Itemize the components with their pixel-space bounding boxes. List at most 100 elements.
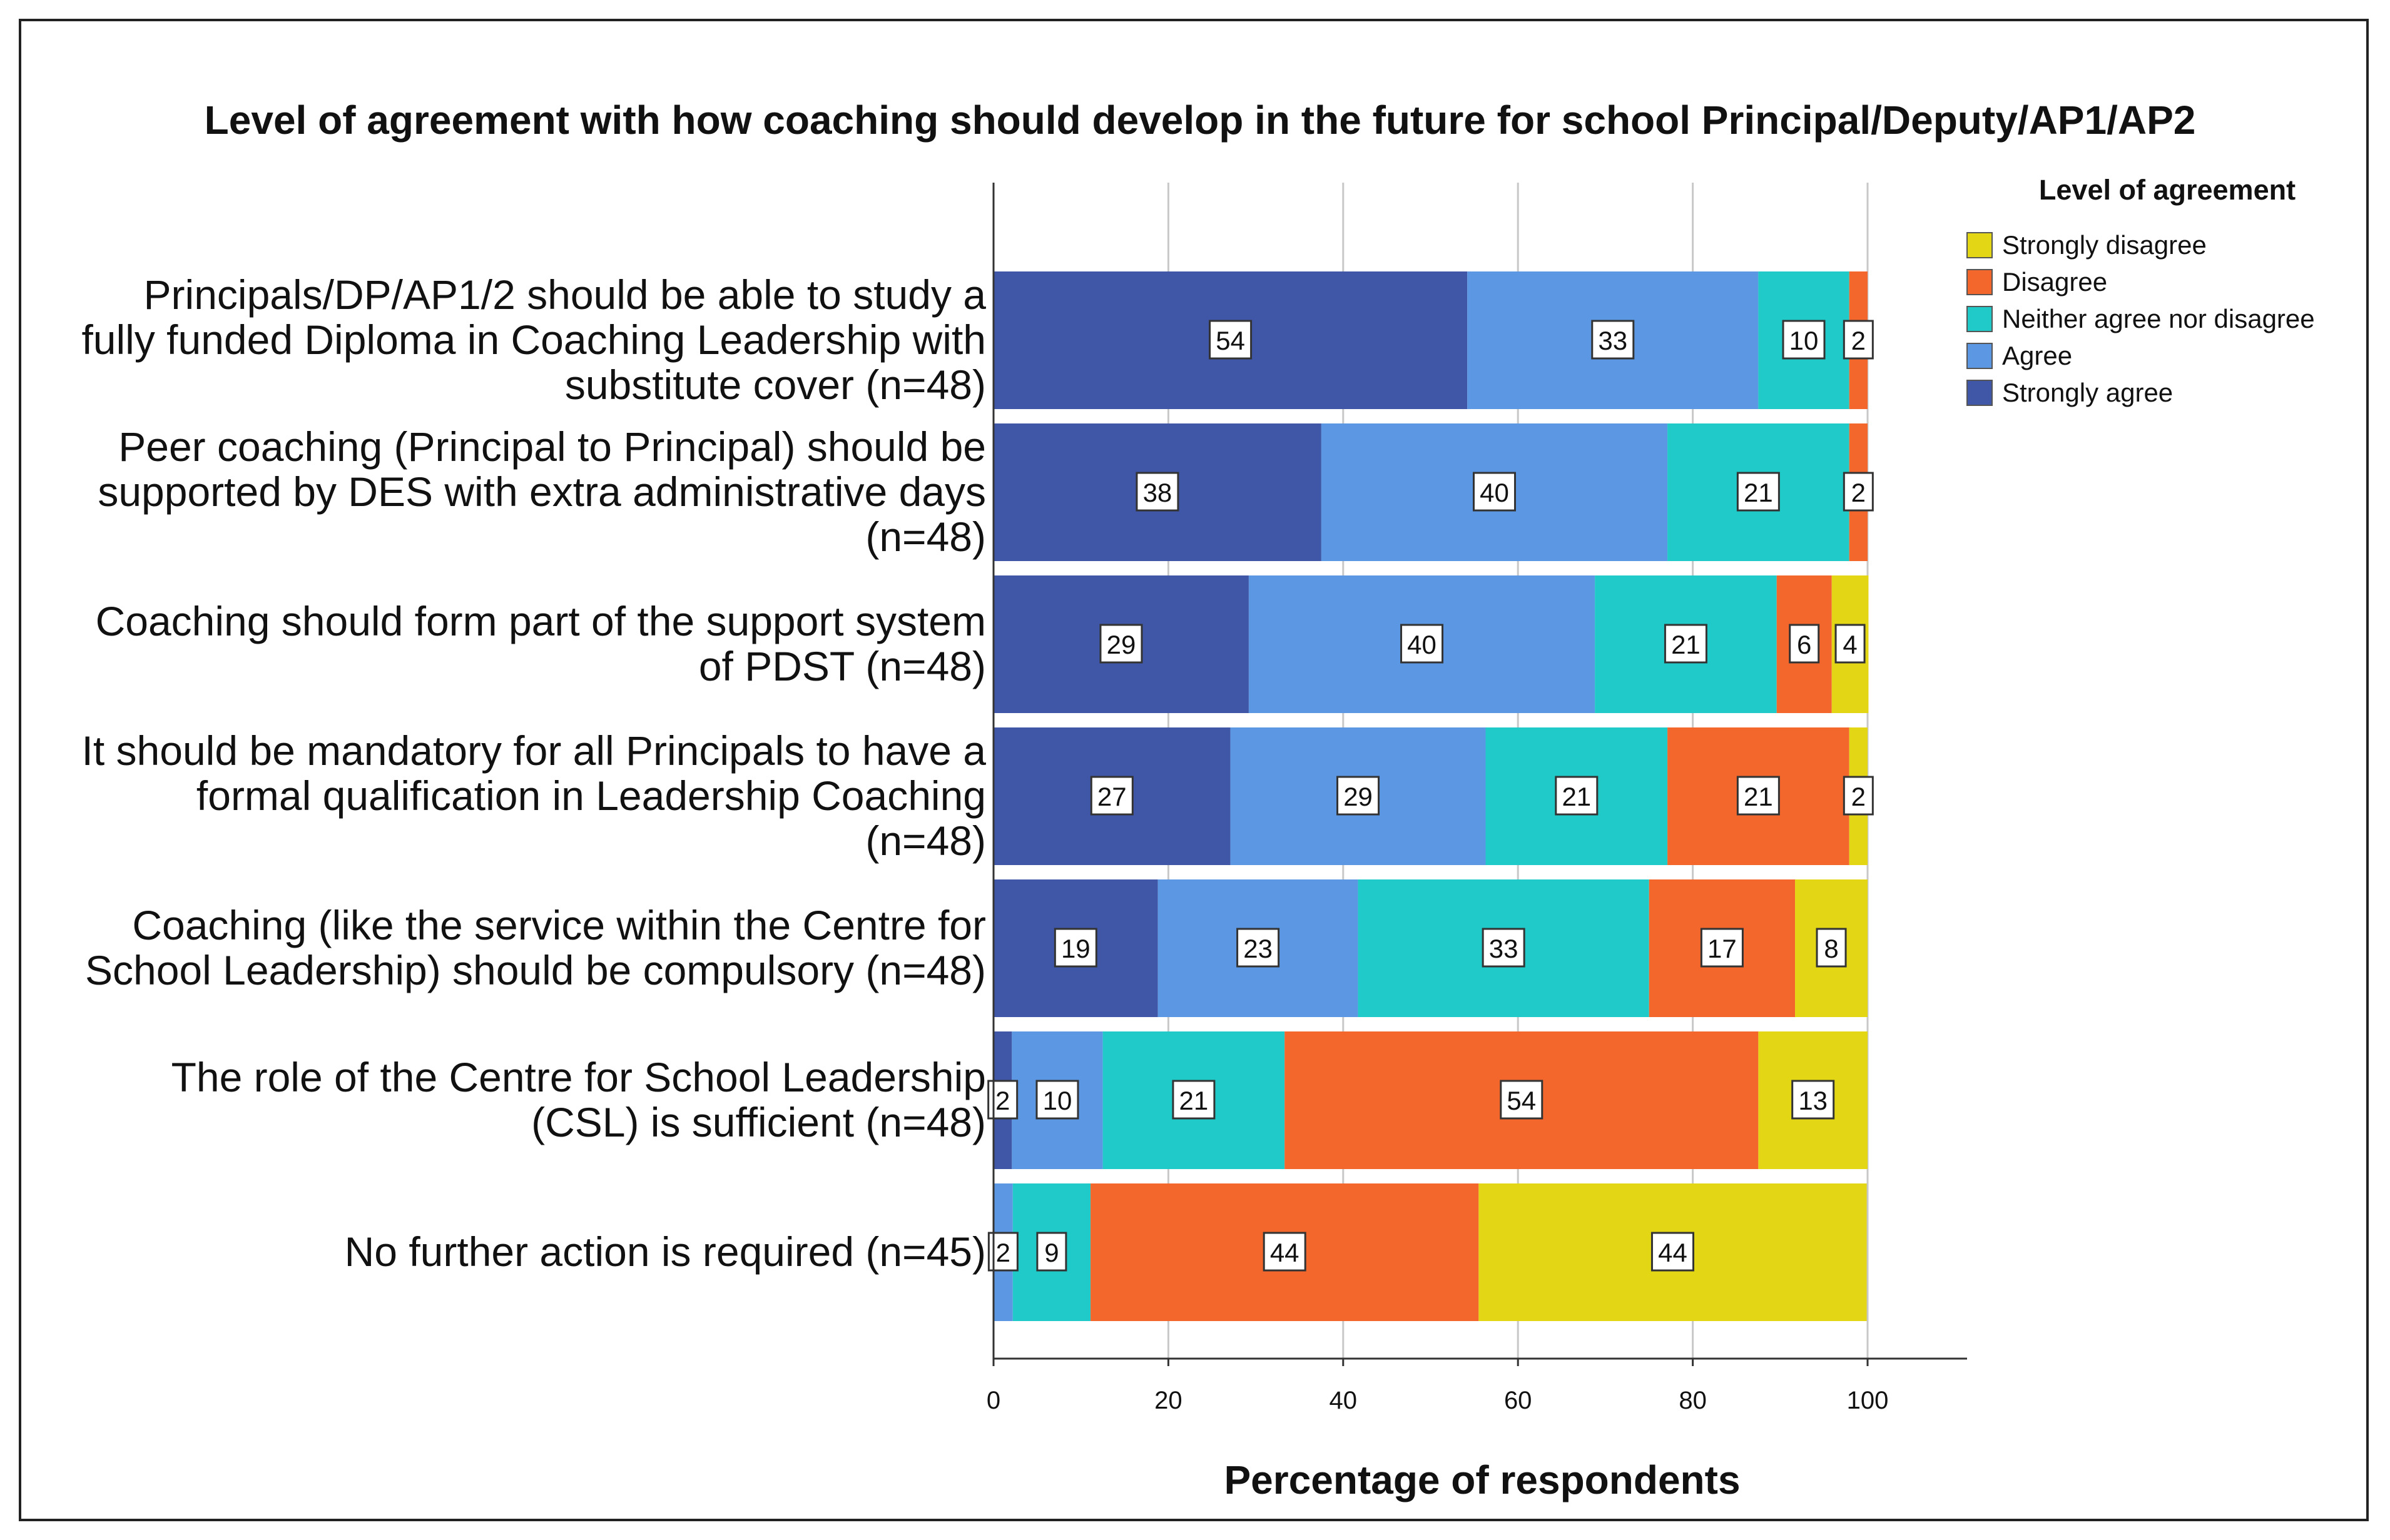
category-label: formal qualification in Leadership Coach… (196, 773, 986, 819)
legend-swatch (1966, 343, 1993, 369)
category-labels: Principals/DP/AP1/2 should be able to st… (81, 271, 986, 1275)
category-label: of PDST (n=48) (699, 643, 986, 689)
data-label: 8 (1824, 934, 1838, 963)
legend-swatch (1966, 269, 1993, 295)
x-tick-label: 100 (1847, 1387, 1889, 1414)
data-label: 10 (1789, 326, 1819, 355)
category-label: Coaching should form part of the support… (96, 598, 986, 644)
data-label-box (1482, 928, 1525, 968)
data-label: 13 (1798, 1086, 1828, 1115)
data-label: 2 (996, 1238, 1010, 1267)
data-label: 10 (1043, 1086, 1072, 1115)
data-label: 38 (1143, 478, 1172, 507)
data-label-box (1700, 928, 1744, 968)
legend-item-label: Strongly disagree (2002, 230, 2207, 260)
x-axis-label: Percentage of respondents (1224, 1457, 1740, 1502)
data-label: 2 (1851, 478, 1866, 507)
data-label-box (1054, 928, 1097, 968)
category-label: (n=48) (865, 514, 986, 560)
data-label-box (1472, 472, 1516, 512)
data-label: 4 (1843, 630, 1857, 659)
data-label-box (1172, 1080, 1216, 1120)
data-label-box (1090, 776, 1134, 816)
stacked-bar-chart: Level of agreement with how coaching sho… (81, 98, 2315, 1502)
category-label: (n=48) (865, 818, 986, 864)
data-label-box (1843, 472, 1874, 512)
category-label: It should be mandatory for all Principal… (82, 727, 987, 774)
category-label: (CSL) is sufficient (n=48) (531, 1099, 986, 1145)
data-label: 17 (1707, 934, 1737, 963)
legend-swatch (1966, 232, 1993, 258)
legend: Level of agreement Strongly disagree Disa… (1966, 174, 2315, 407)
legend-item-label: Agree (2002, 341, 2072, 370)
category-label: fully funded Diploma in Coaching Leaders… (81, 317, 986, 363)
data-label: 54 (1216, 326, 1245, 355)
legend-item-label: Strongly agree (2002, 378, 2173, 407)
data-label: 40 (1407, 630, 1437, 659)
x-tick-label: 60 (1504, 1387, 1532, 1414)
category-label: The role of the Centre for School Leader… (171, 1054, 986, 1100)
data-label-box (1263, 1232, 1306, 1272)
data-label: 29 (1107, 630, 1136, 659)
data-label: 21 (1744, 782, 1773, 811)
data-label: 29 (1343, 782, 1373, 811)
data-label-box (1555, 776, 1599, 816)
data-label-box (1816, 928, 1847, 968)
category-label: substitute cover (n=48) (565, 362, 986, 408)
chart-title: Level of agreement with how coaching sho… (205, 98, 2196, 143)
legend-swatch (1966, 306, 1993, 332)
legend-swatch (1966, 380, 1993, 406)
data-label-box (1099, 624, 1143, 664)
category-label: Principals/DP/AP1/2 should be able to st… (144, 271, 987, 318)
data-label-box (1664, 624, 1707, 664)
legend-title: Level of agreement (2039, 174, 2296, 206)
data-label-box (1791, 1080, 1835, 1120)
category-label: No further action is required (n=45) (345, 1228, 986, 1275)
data-label-box (1336, 776, 1380, 816)
data-label: 54 (1507, 1086, 1536, 1115)
data-label-box (1834, 624, 1866, 664)
axes: 0 20 40 60 80 100 (987, 183, 1967, 1414)
data-label: 21 (1179, 1086, 1209, 1115)
data-label: 33 (1489, 934, 1518, 963)
category-label: supported by DES with extra administrati… (98, 469, 986, 515)
data-label: 2 (1851, 326, 1866, 355)
data-label: 27 (1097, 782, 1127, 811)
category-label: Peer coaching (Principal to Principal) s… (118, 423, 986, 470)
legend-item-label: Neither agree nor disagree (2002, 304, 2315, 333)
x-tick-label: 40 (1330, 1387, 1358, 1414)
data-label-box (1209, 320, 1253, 360)
data-label: 44 (1270, 1238, 1299, 1267)
category-label: School Leadership) should be compulsory … (85, 947, 986, 993)
data-label-box (1236, 928, 1280, 968)
category-label: Coaching (like the service within the Ce… (132, 902, 986, 948)
data-label: 21 (1671, 630, 1701, 659)
chart-frame: Level of agreement with how coaching sho… (19, 19, 2369, 1521)
data-label-box (1500, 1080, 1543, 1120)
data-label: 19 (1061, 934, 1091, 963)
data-label-box (1400, 624, 1444, 664)
x-tick-label: 0 (987, 1387, 1000, 1414)
data-label: 2 (995, 1086, 1010, 1115)
data-label: 44 (1658, 1238, 1687, 1267)
legend-item-label: Disagree (2002, 267, 2107, 296)
data-labels: 54 33 10 238 40 21 229 40 21 6 427 29 21 21 219 23 33 17 8… (987, 320, 1874, 1272)
data-label-box (1736, 472, 1780, 512)
data-label: 2 (1851, 782, 1866, 811)
data-label-box (1782, 320, 1826, 360)
x-tick-label: 20 (1154, 1387, 1182, 1414)
data-label: 9 (1044, 1238, 1059, 1267)
data-label: 21 (1744, 478, 1773, 507)
x-tick-label: 80 (1679, 1387, 1707, 1414)
data-label: 40 (1480, 478, 1509, 507)
data-label-box (1036, 1232, 1067, 1272)
data-label: 33 (1598, 326, 1627, 355)
data-label-box (1843, 776, 1874, 816)
data-label-box (1591, 320, 1635, 360)
data-label-box (1136, 472, 1179, 512)
data-label: 21 (1562, 782, 1591, 811)
data-label-box (1843, 320, 1874, 360)
data-label-box (1789, 624, 1820, 664)
data-label-box (1736, 776, 1780, 816)
data-label: 23 (1243, 934, 1273, 963)
